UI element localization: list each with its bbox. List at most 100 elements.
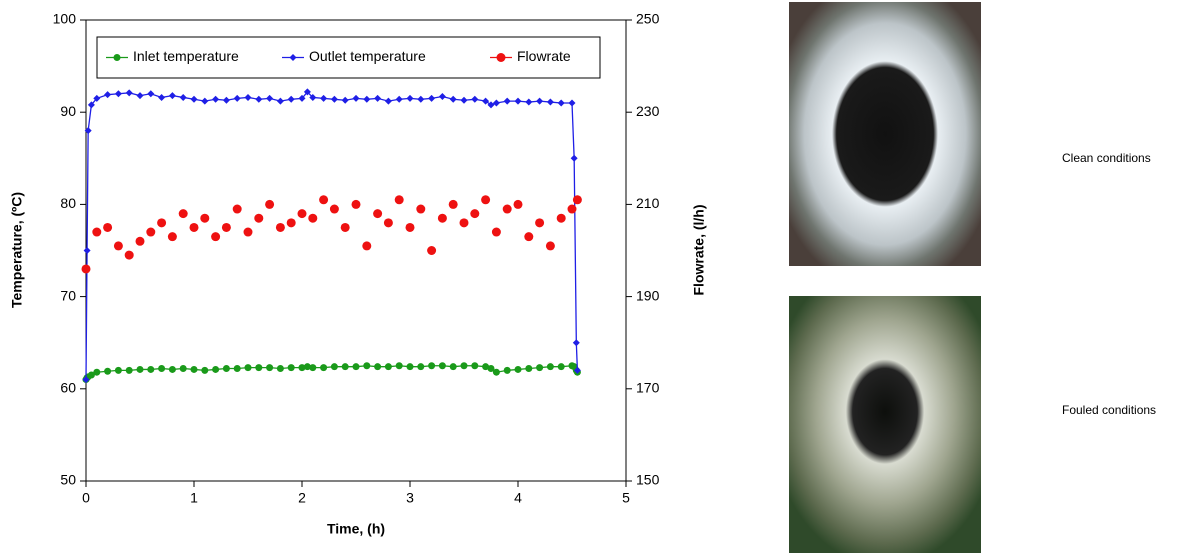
- marker: [503, 366, 511, 374]
- marker: [514, 97, 522, 105]
- y-tick-label: 100: [53, 11, 77, 27]
- marker: [416, 204, 426, 214]
- marker: [200, 213, 210, 223]
- marker: [114, 366, 122, 374]
- y-axis-label: Temperature, (ºC): [9, 192, 25, 308]
- marker: [427, 246, 437, 255]
- marker: [189, 222, 199, 232]
- marker: [492, 368, 500, 376]
- x-tick-label: 4: [514, 490, 522, 506]
- marker: [320, 364, 328, 372]
- marker: [93, 368, 101, 376]
- marker: [502, 204, 512, 214]
- marker: [87, 371, 95, 379]
- marker: [514, 365, 522, 373]
- marker: [114, 90, 122, 98]
- marker: [135, 236, 145, 246]
- x-tick-label: 1: [190, 490, 198, 506]
- marker: [437, 213, 447, 223]
- series-line: [85, 90, 579, 380]
- marker: [395, 95, 403, 103]
- marker: [190, 95, 198, 103]
- y-tick-label: 60: [60, 380, 76, 396]
- marker: [190, 365, 198, 373]
- marker: [525, 365, 533, 373]
- marker: [374, 94, 382, 102]
- marker: [232, 204, 242, 214]
- marker: [104, 91, 112, 99]
- marker: [557, 99, 565, 107]
- marker: [491, 227, 501, 237]
- marker: [438, 362, 446, 370]
- marker: [384, 97, 392, 105]
- marker: [222, 365, 230, 373]
- marker: [524, 232, 534, 242]
- marker: [363, 362, 371, 370]
- marker: [449, 95, 457, 103]
- marker: [545, 241, 555, 251]
- plot-frame: [85, 19, 627, 482]
- marker: [340, 222, 350, 232]
- marker: [298, 94, 306, 102]
- marker: [178, 209, 188, 219]
- marker: [244, 364, 252, 372]
- marker: [487, 101, 495, 109]
- photo-fouled: [789, 296, 981, 553]
- marker: [341, 96, 349, 104]
- marker: [201, 366, 209, 374]
- x-axis-label: Time, (h): [327, 521, 385, 537]
- marker: [567, 204, 577, 214]
- marker: [233, 365, 241, 373]
- marker: [298, 364, 306, 372]
- marker: [221, 222, 231, 232]
- marker: [303, 363, 311, 371]
- marker: [124, 250, 134, 260]
- marker: [513, 199, 523, 209]
- marker: [255, 364, 263, 372]
- marker: [428, 94, 436, 102]
- marker: [417, 95, 425, 103]
- marker: [254, 213, 264, 223]
- marker: [546, 363, 554, 371]
- marker: [104, 367, 112, 375]
- y2-axis-label: Flowrate, (l/h): [691, 205, 707, 296]
- marker: [503, 97, 511, 105]
- x-tick-label: 3: [406, 490, 414, 506]
- marker: [572, 339, 580, 347]
- marker: [92, 227, 102, 237]
- marker: [557, 363, 565, 371]
- marker: [330, 95, 338, 103]
- marker: [428, 362, 436, 370]
- marker: [286, 218, 296, 228]
- marker: [536, 364, 544, 372]
- marker: [303, 88, 311, 96]
- y-tick-label: 80: [60, 195, 76, 211]
- marker: [147, 90, 155, 98]
- marker: [351, 199, 361, 209]
- marker: [83, 247, 91, 254]
- marker: [406, 363, 414, 371]
- marker: [535, 218, 545, 228]
- legend-box: [96, 36, 601, 79]
- y2-tick-label: 190: [636, 287, 660, 303]
- marker: [417, 363, 425, 371]
- marker: [374, 363, 382, 371]
- marker: [275, 222, 285, 232]
- marker: [460, 96, 468, 104]
- marker: [136, 92, 144, 100]
- marker: [146, 227, 156, 237]
- marker: [573, 366, 581, 374]
- legend-marker: [113, 54, 121, 61]
- marker: [362, 241, 372, 251]
- legend-label: Flowrate: [517, 48, 571, 64]
- marker: [243, 227, 253, 237]
- marker: [309, 93, 317, 101]
- marker: [570, 154, 578, 162]
- marker: [309, 364, 317, 372]
- marker: [448, 199, 458, 209]
- marker: [201, 97, 209, 105]
- caption: Clean conditions: [1062, 151, 1151, 165]
- marker: [179, 93, 187, 101]
- marker: [319, 195, 329, 205]
